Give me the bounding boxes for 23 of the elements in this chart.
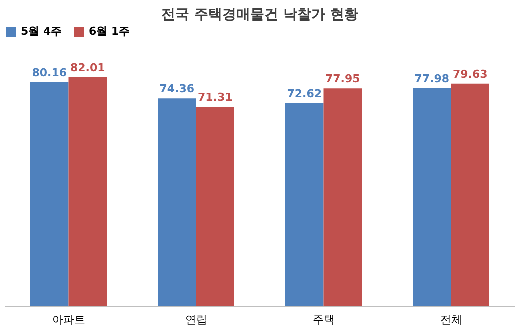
bar — [68, 77, 107, 306]
data-label: 77.95 — [325, 72, 360, 86]
legend-label: 5월 4주 — [21, 25, 62, 38]
bar — [324, 88, 362, 306]
chart-title: 전국 주택경매물건 낙찰가 현황 — [162, 7, 358, 23]
data-label: 72.62 — [287, 87, 322, 100]
bar — [413, 88, 452, 306]
legend-label: 6월 1주 — [89, 25, 130, 38]
bar — [196, 107, 234, 306]
data-label: 80.16 — [32, 66, 68, 80]
x-tick-label: 연립 — [185, 314, 208, 326]
x-tick-label: 전체 — [440, 314, 462, 326]
bar — [286, 103, 324, 306]
data-label: 77.98 — [414, 72, 450, 86]
bar — [451, 84, 490, 306]
bar — [158, 98, 196, 306]
x-tick-label: 아파트 — [52, 314, 86, 326]
x-tick-label: 주택 — [312, 314, 335, 326]
data-label: 74.36 — [160, 82, 195, 96]
bar — [30, 82, 69, 306]
data-label: 79.63 — [452, 68, 488, 81]
data-label: 71.31 — [198, 91, 233, 104]
data-label: 82.01 — [70, 61, 106, 74]
